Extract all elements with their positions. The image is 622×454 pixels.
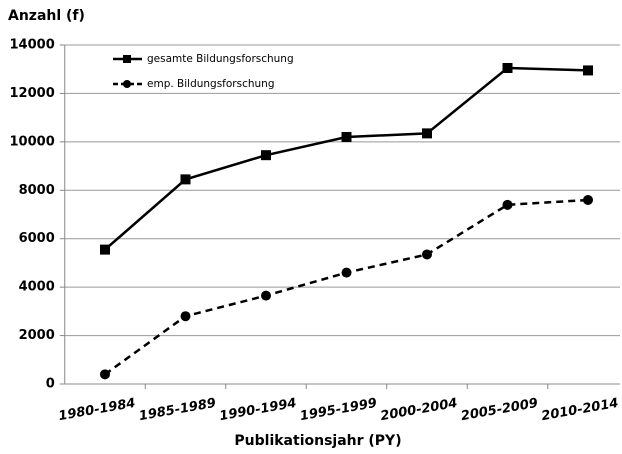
marker xyxy=(180,174,191,185)
x-tick-label: 2010-2014 xyxy=(540,396,619,424)
marker xyxy=(180,311,191,322)
legend-label: emp. Bildungsforschung xyxy=(147,78,275,90)
marker xyxy=(341,132,352,143)
legend-marker xyxy=(123,55,131,63)
legend-marker xyxy=(123,80,131,88)
y-tick-label: 0 xyxy=(46,377,55,392)
x-tick-label: 1985-1989 xyxy=(138,396,217,424)
y-tick-label: 10000 xyxy=(10,134,55,149)
x-tick-label: 2005-2009 xyxy=(460,396,539,424)
marker xyxy=(422,128,432,139)
marker xyxy=(583,65,593,76)
x-tick-label: 1980-1984 xyxy=(57,396,136,424)
y-tick-label: 12000 xyxy=(10,86,55,101)
marker xyxy=(583,194,593,205)
x-tick-label: 2000-2004 xyxy=(379,396,458,424)
marker xyxy=(502,199,513,210)
marker xyxy=(261,150,271,161)
marker xyxy=(100,244,110,255)
y-tick-label: 6000 xyxy=(19,231,55,246)
marker xyxy=(502,63,513,74)
y-tick-label: 8000 xyxy=(19,183,55,198)
marker xyxy=(261,290,271,301)
x-axis-title: Publikationsjahr (PY) xyxy=(234,433,401,449)
marker xyxy=(341,267,352,278)
y-axis-title: Anzahl (f) xyxy=(8,8,85,24)
legend-label: gesamte Bildungsforschung xyxy=(147,53,294,65)
x-tick-label: 1990-1994 xyxy=(218,396,297,424)
marker xyxy=(422,249,432,260)
marker xyxy=(100,369,110,380)
x-tick-label: 1995-1999 xyxy=(299,396,378,424)
y-tick-label: 2000 xyxy=(19,328,55,343)
series-line xyxy=(104,66,589,251)
y-tick-label: 14000 xyxy=(10,38,55,53)
y-tick-label: 4000 xyxy=(19,280,55,295)
